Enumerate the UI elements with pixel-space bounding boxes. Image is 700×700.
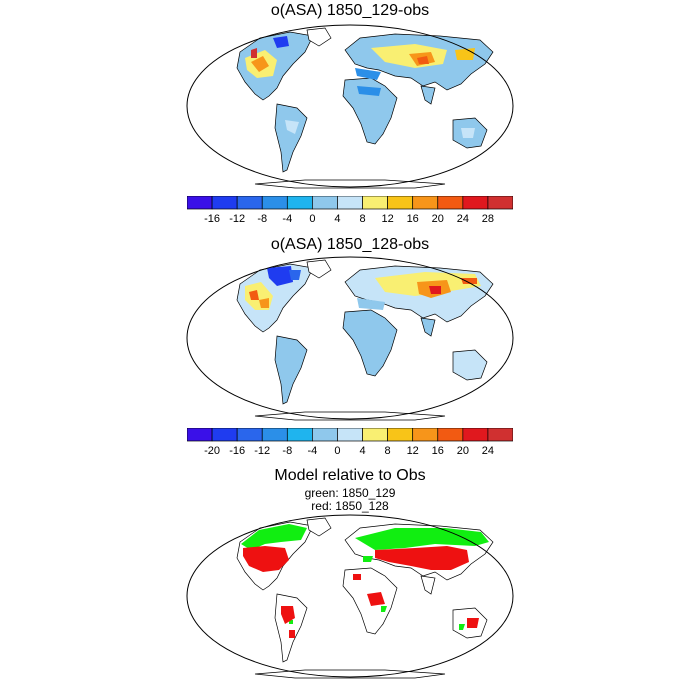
- panel1-colorbar-label: 24: [457, 213, 469, 225]
- panel1-colorbar-swatch: [362, 196, 388, 210]
- panel2-colorbar-label: -8: [282, 445, 292, 457]
- panel2-colorbar-swatch: [462, 428, 489, 442]
- panel1-colorbar-swatch: [462, 196, 489, 210]
- panel2-colorbar-swatch: [487, 428, 513, 442]
- panel2-map-content: [186, 256, 514, 421]
- panel1-colorbar: -16 -12 -8 -4 0 4 8 12 16 20 24 28: [187, 196, 513, 225]
- panel2-colorbar-label: 12: [407, 445, 419, 457]
- panel1-title: o(ASA) 1850_129-obs: [270, 2, 430, 19]
- panel2-colorbar-label: 20: [457, 445, 469, 457]
- panel1-map-content: [186, 24, 514, 189]
- panel2-colorbar-swatch: [236, 428, 263, 442]
- panel1-colorbar-swatch: [437, 196, 464, 210]
- panel2-colorbar-label: -16: [229, 445, 245, 457]
- panel2-colorbar-swatch: [286, 428, 313, 442]
- panel1-colorbar-swatch: [412, 196, 439, 210]
- panel2-colorbar-swatch: [312, 428, 338, 442]
- panel1-colorbar-swatch: [387, 196, 414, 210]
- panel1-colorbar-label: 4: [334, 213, 340, 225]
- panel1-colorbar-label: 8: [359, 213, 365, 225]
- panel2-colorbar-labels: -20 -16 -12 -8 -4 0 4 8 12 16 20 24: [204, 445, 494, 457]
- panel2-colorbar-swatch: [187, 428, 213, 442]
- panel1-colorbar-label: 20: [432, 213, 444, 225]
- panel1-colorbar-swatch: [286, 196, 313, 210]
- panel1-colorbar-label: 28: [482, 213, 494, 225]
- panel2-colorbar-label: 8: [385, 445, 391, 457]
- panel1-map: [186, 24, 514, 189]
- panel1-colorbar-label: -4: [282, 213, 292, 225]
- antarctica: [254, 179, 446, 189]
- panel1-colorbar-swatch: [487, 196, 513, 210]
- panel2-colorbar-swatch: [412, 428, 439, 442]
- panel1-colorbar-label: -16: [204, 213, 220, 225]
- panel2-colorbar-label: 16: [432, 445, 444, 457]
- panel1-colorbar-label: -12: [229, 213, 245, 225]
- panel2-colorbar-label: -20: [204, 445, 220, 457]
- panel2-colorbar-label: -4: [307, 445, 317, 457]
- panel1-colorbar-swatch: [236, 196, 263, 210]
- panel2-colorbar-swatch: [211, 428, 238, 442]
- south-america: [274, 593, 308, 663]
- panel1-colorbar-swatch: [187, 196, 213, 210]
- panel3-subtitle-red: red: 1850_128: [311, 499, 389, 513]
- panel1-colorbar-label: 0: [309, 213, 315, 225]
- greenland: [306, 27, 332, 47]
- panel1-colorbar-swatch: [261, 196, 288, 210]
- panel2-colorbar-swatch: [337, 428, 363, 442]
- panel3-title: Model relative to Obs: [274, 467, 426, 484]
- panel2-colorbar: -20 -16 -12 -8 -4 0 4 8 12 16 20 24: [187, 428, 513, 457]
- panel1-colorbar-label: 16: [407, 213, 419, 225]
- panel2-colorbar-swatch: [387, 428, 414, 442]
- panel2-colorbar-label: 4: [359, 445, 365, 457]
- panel2-colorbar-label: -12: [254, 445, 270, 457]
- south-america: [274, 335, 308, 405]
- panel1-colorbar-swatch: [211, 196, 238, 210]
- greenland: [306, 517, 332, 537]
- panel3-map: [186, 514, 514, 679]
- panel3-subtitle-green: green: 1850_129: [304, 486, 396, 500]
- panel2-colorbar-label: 24: [482, 445, 494, 457]
- panel1-colorbar-label: -8: [257, 213, 267, 225]
- greenland: [306, 259, 332, 279]
- panel1-colorbar-swatch: [312, 196, 338, 210]
- antarctica: [254, 669, 446, 679]
- panel2-colorbar-swatch: [437, 428, 464, 442]
- panel1-colorbar-labels: -16 -12 -8 -4 0 4 8 12 16 20 24 28: [204, 213, 494, 225]
- india: [420, 317, 436, 337]
- panel3-map-content: [186, 514, 514, 679]
- panel1-colorbar-label: 12: [381, 213, 393, 225]
- africa: [342, 77, 398, 145]
- antarctica: [254, 411, 446, 421]
- india: [420, 85, 436, 105]
- india: [420, 575, 436, 595]
- africa: [342, 309, 398, 377]
- panel1-colorbar-swatch: [337, 196, 363, 210]
- panel2-colorbar-swatches: [187, 428, 513, 442]
- south-america: [274, 103, 308, 173]
- panel2-colorbar-swatch: [261, 428, 288, 442]
- australia: [452, 349, 488, 381]
- north-america: [236, 263, 314, 333]
- panel2-title: o(ASA) 1850_128-obs: [270, 236, 430, 253]
- panel2-colorbar-swatch: [362, 428, 388, 442]
- panel1-colorbar-swatches: [187, 196, 513, 210]
- panel2-map: [186, 256, 514, 421]
- panel2-colorbar-label: 0: [334, 445, 340, 457]
